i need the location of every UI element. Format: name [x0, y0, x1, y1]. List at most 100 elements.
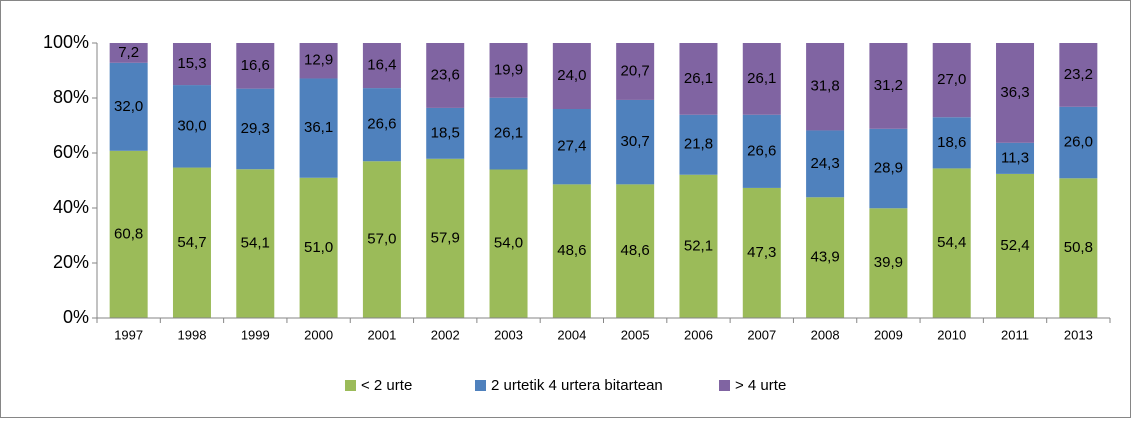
bar-segment: [932, 43, 971, 118]
x-tick-label: 2003: [494, 327, 523, 342]
x-tick-label: 2004: [557, 327, 586, 342]
bar-segment: [679, 114, 718, 175]
bar-segment: [932, 168, 971, 318]
bar-segment: [489, 43, 528, 98]
data-label: 30,0: [177, 117, 206, 134]
bar-segment: [109, 150, 148, 318]
y-tick-label: 80%: [53, 87, 89, 107]
bar-segment: [616, 99, 655, 185]
y-tick-label: 40%: [53, 197, 89, 217]
data-label: 27,4: [557, 138, 586, 155]
data-label: 54,0: [494, 235, 523, 252]
x-tick-label: 2005: [621, 327, 650, 342]
data-label: 54,4: [937, 234, 966, 251]
bar-segment: [426, 43, 465, 108]
legend-swatch: [719, 380, 730, 391]
data-label: 26,0: [1064, 134, 1093, 151]
data-label: 16,4: [367, 57, 396, 74]
legend-swatch: [475, 380, 486, 391]
data-label: 23,6: [431, 66, 460, 83]
data-label: 19,9: [494, 61, 523, 78]
bar-segment: [299, 43, 338, 79]
x-tick-label: 2007: [747, 327, 776, 342]
bar-segment: [996, 142, 1035, 174]
y-tick-label: 60%: [53, 142, 89, 162]
data-label: 30,7: [621, 133, 650, 150]
bar-segment: [299, 177, 338, 318]
data-label: 36,1: [304, 119, 333, 136]
x-tick-label: 2010: [937, 327, 966, 342]
data-label: 12,9: [304, 52, 333, 69]
x-tick-label: 2006: [684, 327, 713, 342]
data-label: 7,2: [118, 44, 139, 61]
data-label: 21,8: [684, 136, 713, 153]
bar-segment: [552, 109, 591, 185]
x-tick-label: 1999: [241, 327, 270, 342]
x-tick-label: 1997: [114, 327, 143, 342]
bar-segment: [806, 43, 845, 131]
bar-segment: [172, 85, 211, 168]
data-label: 26,6: [747, 142, 776, 159]
x-tick-label: 2009: [874, 327, 903, 342]
bar-segment: [932, 117, 971, 169]
data-label: 16,6: [241, 57, 270, 74]
bar-segment: [489, 169, 528, 318]
bar-segment: [742, 187, 781, 318]
data-label: 32,0: [114, 98, 143, 115]
data-label: 20,7: [621, 62, 650, 79]
data-label: 18,6: [937, 134, 966, 151]
bar-segment: [362, 43, 401, 89]
data-label: 36,3: [1000, 84, 1029, 101]
bar-segment: [489, 97, 528, 170]
bar-segment: [869, 208, 908, 318]
data-label: 24,0: [557, 67, 586, 84]
bar-segment: [109, 43, 148, 63]
data-label: 31,2: [874, 77, 903, 94]
bar-segment: [742, 114, 781, 188]
x-tick-label: 2000: [304, 327, 333, 342]
bar-segment: [362, 88, 401, 162]
data-label: 57,9: [431, 229, 460, 246]
data-label: 15,3: [177, 55, 206, 72]
legend-label: < 2 urte: [361, 377, 412, 394]
data-label: 28,9: [874, 160, 903, 177]
x-tick-label: 2002: [431, 327, 460, 342]
bar-segment: [236, 43, 275, 89]
bar-segment: [616, 184, 655, 318]
data-label: 24,3: [810, 155, 839, 172]
y-tick-label: 0%: [63, 307, 89, 327]
bar-segment: [869, 128, 908, 209]
data-label: 26,1: [747, 70, 776, 87]
data-label: 26,1: [684, 70, 713, 87]
bar-segment: [109, 62, 148, 151]
data-label: 50,8: [1064, 239, 1093, 256]
data-label: 43,9: [810, 249, 839, 266]
y-tick-label: 20%: [53, 252, 89, 272]
data-label: 54,1: [241, 235, 270, 252]
bar-segment: [806, 197, 845, 318]
bar-segment: [426, 158, 465, 318]
data-label: 54,7: [177, 234, 206, 251]
data-label: 39,9: [874, 254, 903, 271]
bar-segment: [552, 43, 591, 109]
data-label: 23,2: [1064, 66, 1093, 83]
bar-segment: [679, 174, 718, 318]
data-label: 29,3: [241, 120, 270, 137]
bar-segment: [362, 161, 401, 318]
bar-segment: [1059, 43, 1098, 107]
bar-segment: [1059, 178, 1098, 318]
data-label: 11,3: [1001, 149, 1029, 166]
bar-segment: [679, 43, 718, 115]
x-tick-label: 2001: [367, 327, 396, 342]
x-tick-label: 2008: [811, 327, 840, 342]
data-label: 18,5: [431, 124, 460, 141]
x-tick-label: 2011: [1001, 327, 1029, 342]
legend-swatch: [345, 380, 356, 391]
data-label: 48,6: [557, 242, 586, 259]
data-label: 52,1: [684, 237, 713, 254]
bar-segment: [996, 43, 1035, 143]
bar-segment: [299, 78, 338, 178]
bar-segment: [236, 88, 275, 170]
data-label: 48,6: [621, 242, 650, 259]
